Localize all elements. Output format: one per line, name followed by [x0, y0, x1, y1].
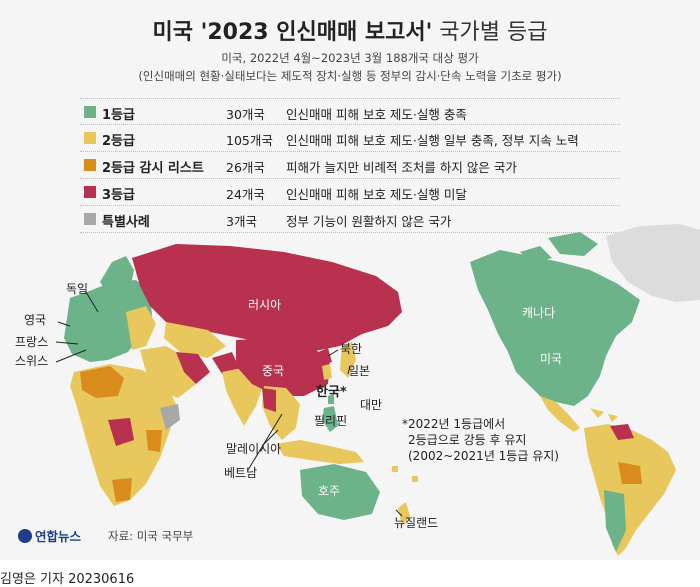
legend-swatch-tier2 [84, 132, 96, 144]
legend-row-watchlist: 2등급 감시 리스트 26개국 피해가 늘지만 비례적 조처를 하지 않은 국가 [80, 152, 620, 179]
title-suffix: 국가별 등급 [432, 20, 548, 45]
japan-shape [340, 342, 356, 378]
legend-count: 26개국 [226, 160, 265, 175]
europe-shape [64, 280, 152, 362]
myanmar-shape [262, 388, 276, 412]
leader-germany [85, 291, 99, 313]
label-france: 프랑스 [15, 335, 49, 349]
south-korea-shape [322, 364, 332, 380]
leader-japan [347, 365, 351, 375]
legend-desc: 피해가 늘지만 비례적 조처를 하지 않은 국가 [286, 160, 517, 175]
legend-desc: 정부 기능이 원활하지 않은 국가 [286, 214, 452, 229]
north-korea-shape [318, 348, 332, 364]
label-china: 중국 [262, 364, 285, 378]
legend-row-tier1: 1등급 30개국 인신매매 피해 보호 제도·실행 충족 [80, 98, 620, 125]
greenland-shape [606, 224, 700, 302]
east-africa-shape [146, 430, 162, 452]
uk-shape [66, 312, 84, 338]
legend-desc: 인신매매 피해 보호 제도·실행 미달 [286, 187, 467, 202]
legend-row-tier2: 2등급 105개국 인신매매 피해 보호 제도·실행 일부 충족, 정부 지속 … [80, 125, 620, 152]
legend-count: 24개국 [226, 187, 265, 202]
south-africa-shape [112, 478, 132, 502]
legend-count: 105개국 [226, 133, 273, 148]
legend-swatch-special [84, 213, 96, 225]
note-line-3: (2002~2021년 1등급 유지) [408, 449, 559, 463]
legend-desc: 인신매매 피해 보호 제도·실행 충족 [286, 107, 467, 122]
philippines-shape [322, 406, 338, 432]
note-line-1: *2022년 1등급에서 [402, 417, 506, 431]
legend-swatch-tier3 [84, 186, 96, 198]
label-japan: 일본 [348, 364, 371, 378]
korea-note: *2022년 1등급에서 2등급으로 강등 후 유지 (2002~2021년 1… [402, 416, 559, 464]
label-philippines: 필리핀 [314, 414, 348, 428]
pacific-islands-shape [392, 466, 418, 482]
legend-count: 30개국 [226, 107, 265, 122]
leader-switzerland [55, 349, 87, 363]
venezuela-shape [610, 424, 634, 440]
label-new-zealand: 뉴질랜드 [394, 516, 439, 530]
central-africa-shape [108, 418, 134, 446]
label-korea: 한국* [316, 385, 347, 400]
leader-france [55, 341, 79, 345]
label-taiwan: 대만 [360, 398, 383, 412]
subtitle-criteria: (인신매매의 현황·실태보다는 제도적 장치·실행 등 정부의 감시·단속 노력… [138, 69, 562, 83]
legend-swatch-tier1 [84, 106, 96, 118]
note-line-2: 2등급으로 강등 후 유지 [408, 433, 527, 447]
legend-row-tier3: 3등급 24개국 인신매매 피해 보호 제도·실행 미달 [80, 179, 620, 206]
legend-swatch-watchlist [84, 159, 96, 171]
china-shape [236, 338, 330, 396]
afghanistan-shape [212, 352, 240, 374]
logo-mark-icon [18, 529, 32, 543]
label-germany: 독일 [66, 282, 89, 296]
new-zealand-shape [398, 502, 410, 526]
subtitle-period: 미국, 2022년 4월~2023년 3월 188개국 대상 평가 [221, 51, 479, 65]
yonhap-logo: 연합뉴스 [18, 526, 81, 545]
legend-row-special: 특별사례 3개국 정부 기능이 원활하지 않은 국가 [80, 206, 620, 233]
label-malaysia: 말레이시아 [226, 442, 282, 456]
bolivia-shape [618, 462, 642, 484]
label-north-korea: 북한 [340, 342, 363, 356]
legend-name: 2등급 감시 리스트 [102, 161, 204, 176]
legend-name: 1등급 [102, 108, 135, 123]
logo-text: 연합뉴스 [35, 529, 82, 544]
north-africa-shape [80, 366, 124, 398]
central-asia-shape [164, 322, 226, 358]
leader-uk [57, 321, 71, 327]
arctic-islands-shape [520, 232, 598, 264]
mexico-shape [540, 396, 580, 432]
label-australia: 호주 [318, 484, 341, 498]
iran-shape [176, 352, 210, 384]
world-map [55, 224, 700, 556]
label-switzerland: 스위스 [15, 354, 49, 368]
legend-name: 2등급 [102, 134, 135, 149]
legend-desc: 인신매매 피해 보호 제도·실행 일부 충족, 정부 지속 노력 [286, 133, 579, 148]
label-usa: 미국 [540, 352, 563, 366]
label-vietnam: 베트남 [224, 466, 258, 480]
legend-name: 3등급 [102, 188, 135, 203]
label-russia: 러시아 [248, 298, 282, 312]
indonesia-shape [276, 440, 364, 464]
source-note: 자료: 미국 국무부 [108, 529, 194, 543]
legend-name: 특별사례 [102, 215, 150, 230]
leader-north-korea [327, 349, 339, 357]
label-uk: 영국 [24, 313, 47, 327]
byline: 김영은 기자 20230616 [0, 572, 135, 587]
leader-new-zealand [395, 509, 403, 517]
chile-argentina-shape [604, 490, 626, 552]
title-main: 미국 '2023 인신매매 보고서' [152, 20, 433, 45]
page-title: 미국 '2023 인신매매 보고서' 국가별 등급 [0, 14, 700, 46]
legend: 1등급 30개국 인신매매 피해 보호 제도·실행 충족 2등급 105개국 인… [80, 98, 620, 233]
australia-shape [300, 464, 380, 520]
legend-count: 3개국 [226, 214, 257, 229]
scandinavia-shape [100, 256, 134, 298]
caribbean-shape [590, 408, 618, 422]
taiwan-shape [328, 394, 334, 404]
leader-vietnam [247, 413, 283, 471]
label-canada: 캐나다 [522, 306, 556, 320]
somalia-shape [160, 404, 180, 430]
eastern-europe-shape [126, 306, 156, 350]
russia-shape [132, 244, 402, 352]
south-america-shape [584, 424, 676, 556]
north-america-shape [470, 250, 640, 406]
